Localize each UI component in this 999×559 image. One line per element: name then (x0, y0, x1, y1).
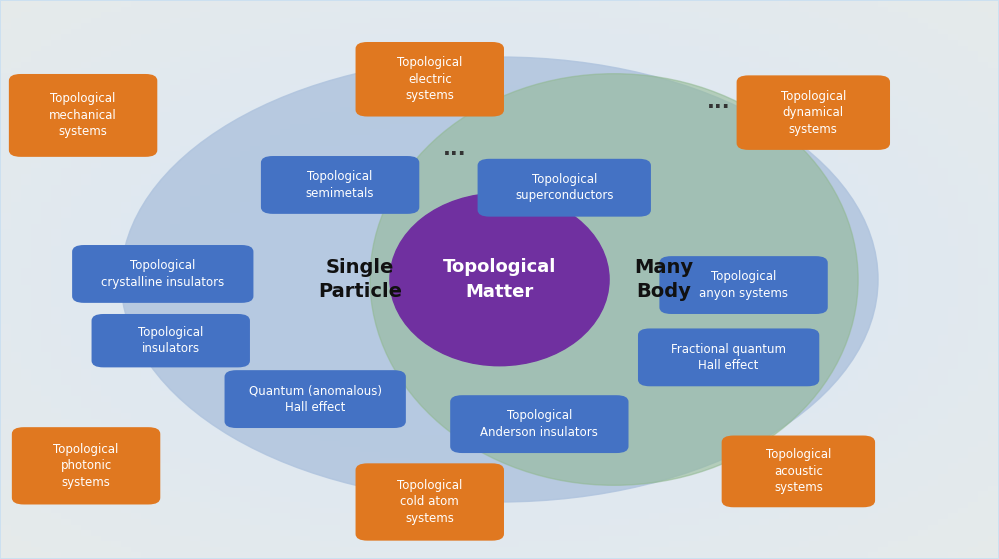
Text: Topological
Anderson insulators: Topological Anderson insulators (481, 409, 598, 439)
Text: Topological
dynamical
systems: Topological dynamical systems (780, 89, 846, 136)
FancyBboxPatch shape (356, 463, 503, 541)
FancyBboxPatch shape (261, 156, 420, 214)
FancyBboxPatch shape (478, 159, 651, 217)
Text: Topological
acoustic
systems: Topological acoustic systems (765, 448, 831, 494)
FancyBboxPatch shape (9, 74, 157, 157)
FancyBboxPatch shape (721, 435, 875, 507)
Text: Topological
photonic
systems: Topological photonic systems (53, 443, 119, 489)
Ellipse shape (121, 57, 878, 502)
FancyBboxPatch shape (659, 256, 828, 314)
Text: Topological
anyon systems: Topological anyon systems (699, 271, 788, 300)
Text: Quantum (anomalous)
Hall effect: Quantum (anomalous) Hall effect (249, 385, 382, 414)
Text: Fractional quantum
Hall effect: Fractional quantum Hall effect (671, 343, 786, 372)
FancyBboxPatch shape (451, 395, 628, 453)
FancyBboxPatch shape (356, 42, 503, 116)
FancyBboxPatch shape (72, 245, 254, 303)
Text: Topological
mechanical
systems: Topological mechanical systems (49, 92, 117, 139)
FancyBboxPatch shape (225, 370, 406, 428)
Text: Topological
Matter: Topological Matter (443, 258, 556, 301)
FancyBboxPatch shape (12, 427, 160, 504)
Text: Many
Body: Many Body (634, 258, 693, 301)
Text: Topological
semimetals: Topological semimetals (306, 170, 375, 200)
Text: ...: ... (443, 139, 467, 159)
FancyBboxPatch shape (736, 75, 890, 150)
FancyBboxPatch shape (92, 314, 250, 367)
Ellipse shape (390, 193, 609, 366)
Text: Topological
insulators: Topological insulators (138, 326, 204, 356)
Text: Single
Particle: Single Particle (318, 258, 402, 301)
Text: Topological
crystalline insulators: Topological crystalline insulators (101, 259, 225, 288)
FancyBboxPatch shape (638, 329, 819, 386)
Text: Topological
electric
systems: Topological electric systems (397, 56, 463, 102)
Text: Topological
superconductors: Topological superconductors (515, 173, 613, 202)
Text: Topological
cold atom
systems: Topological cold atom systems (397, 479, 463, 525)
Text: ...: ... (707, 92, 730, 111)
Ellipse shape (370, 74, 858, 485)
